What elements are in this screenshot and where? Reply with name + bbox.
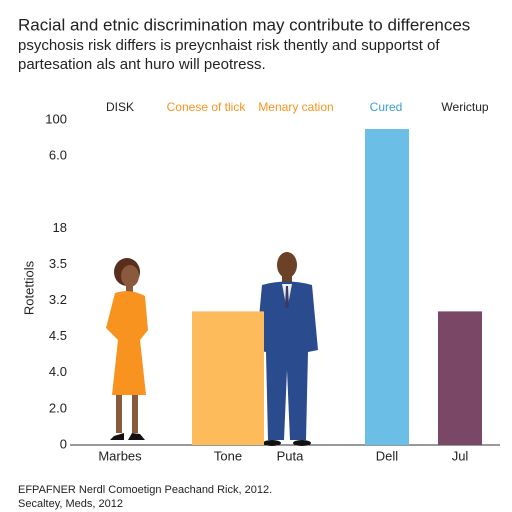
y-tick-label: 4.5	[49, 328, 67, 343]
y-tick-label: 3.2	[49, 292, 67, 307]
chart-title: Racial and etnic discrimination may cont…	[18, 15, 470, 34]
column-header: Cured	[370, 100, 403, 114]
footer-line: Secaltey, Meds, 2012	[18, 498, 123, 510]
bar	[192, 311, 264, 445]
x-tick-label: Puta	[277, 448, 305, 463]
y-tick-label: 6.0	[49, 148, 67, 163]
column-header: Conese of tlick	[167, 100, 247, 114]
column-header: Werictup	[441, 100, 488, 114]
bar	[438, 311, 482, 445]
x-tick-label: Dell	[376, 448, 399, 463]
x-tick-label: Marbes	[98, 448, 142, 463]
x-tick-label: Tone	[214, 448, 242, 463]
x-tick-label: Jul	[452, 448, 469, 463]
y-tick-label: 0	[60, 436, 67, 451]
column-header: DISK	[106, 100, 134, 114]
y-axis-label: Rotettiols	[21, 260, 36, 315]
y-tick-label: 100	[45, 111, 67, 126]
subtitle-line: psychosis risk differs is preycnhaist ri…	[18, 37, 440, 54]
woman-figure	[106, 258, 148, 440]
bar	[365, 129, 409, 445]
footer-line: EFPAFNER Nerdl Comoetign Peachand Rick, …	[18, 484, 272, 496]
y-tick-label: 18	[53, 220, 67, 235]
subtitle-line: partesation als ant huro will peotress.	[18, 56, 266, 73]
y-tick-label: 4.0	[49, 364, 67, 379]
y-tick-label: 2.0	[49, 400, 67, 415]
column-header: Menary cation	[258, 100, 333, 114]
man-figure	[256, 252, 318, 446]
y-tick-label: 3.5	[49, 256, 67, 271]
